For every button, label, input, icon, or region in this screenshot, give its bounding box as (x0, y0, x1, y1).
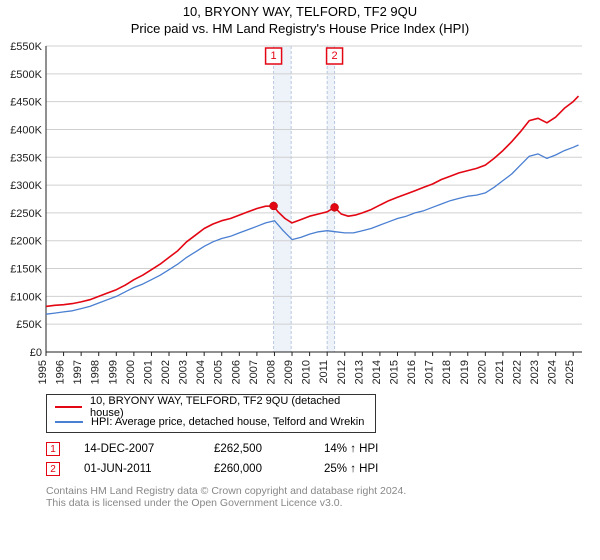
sale-hpi: 25% ↑ HPI (324, 463, 378, 475)
x-tick-label: 2021 (494, 360, 506, 384)
footer: Contains HM Land Registry data © Crown c… (46, 485, 590, 509)
legend-item: HPI: Average price, detached house, Telf… (55, 414, 367, 429)
legend-swatch (55, 406, 82, 408)
y-tick-label: £550K (10, 41, 42, 53)
x-tick-label: 2018 (441, 360, 453, 384)
sale-date: 01-JUN-2011 (84, 463, 214, 475)
x-tick-label: 2009 (283, 360, 295, 384)
x-tick-label: 2007 (248, 360, 260, 384)
legend-swatch (55, 421, 83, 423)
sale-marker-dot (270, 202, 278, 210)
y-tick-label: £300K (10, 180, 42, 192)
legend: 10, BRYONY WAY, TELFORD, TF2 9QU (detach… (46, 394, 376, 433)
x-tick-label: 2016 (406, 360, 418, 384)
x-tick-label: 2015 (388, 360, 400, 384)
sale-price: £262,500 (214, 443, 324, 455)
x-tick-label: 1999 (107, 360, 119, 384)
sale-row: 1 14-DEC-2007£262,50014% ↑ HPI (46, 439, 590, 459)
x-tick-label: 2010 (301, 360, 313, 384)
x-tick-label: 2025 (564, 360, 576, 384)
chart-title: 10, BRYONY WAY, TELFORD, TF2 9QU (0, 0, 600, 19)
sale-band (274, 46, 292, 352)
x-tick-label: 1998 (90, 360, 102, 384)
x-tick-label: 2011 (318, 360, 330, 384)
sale-price: £260,000 (214, 463, 324, 475)
x-tick-label: 2008 (265, 360, 277, 384)
x-tick-label: 2020 (476, 360, 488, 384)
sale-date: 14-DEC-2007 (84, 443, 214, 455)
y-tick-label: £0 (30, 347, 42, 359)
x-tick-label: 2003 (178, 360, 190, 384)
x-tick-label: 2005 (213, 360, 225, 384)
sale-marker-index: 1 (271, 50, 277, 62)
sale-band (327, 46, 334, 352)
x-tick-label: 2017 (424, 360, 436, 384)
y-tick-label: £350K (10, 152, 42, 164)
sale-hpi: 14% ↑ HPI (324, 443, 378, 455)
chart: £0 £50K £100K £150K £200K £250K £300K £350K £400… (0, 40, 600, 390)
y-tick-label: £100K (10, 291, 42, 303)
sale-index-box: 2 (46, 462, 60, 476)
x-tick-label: 2024 (547, 360, 559, 384)
y-tick-label: £50K (16, 319, 42, 331)
chart-subtitle: Price paid vs. HM Land Registry's House … (0, 19, 600, 40)
series-hpi (46, 145, 579, 314)
x-tick-label: 2014 (371, 360, 383, 384)
x-tick-label: 2022 (511, 360, 523, 384)
x-tick-label: 2012 (336, 360, 348, 384)
x-tick-label: 2013 (353, 360, 365, 384)
sale-row: 2 01-JUN-2011£260,00025% ↑ HPI (46, 459, 590, 479)
y-tick-label: £200K (10, 236, 42, 248)
y-tick-label: £400K (10, 124, 42, 136)
sale-index-box: 1 (46, 442, 60, 456)
x-tick-label: 2019 (459, 360, 471, 384)
x-tick-label: 2023 (529, 360, 541, 384)
x-tick-label: 1995 (37, 360, 49, 384)
footer-line-2: This data is licensed under the Open Gov… (46, 497, 590, 509)
x-tick-label: 2006 (230, 360, 242, 384)
y-tick-label: £150K (10, 264, 42, 276)
footer-line-1: Contains HM Land Registry data © Crown c… (46, 485, 590, 497)
y-tick-label: £250K (10, 208, 42, 220)
x-tick-label: 2000 (125, 360, 137, 384)
x-tick-label: 1997 (72, 360, 84, 384)
y-tick-label: £450K (10, 97, 42, 109)
chart-svg: £0 £50K £100K £150K £200K £250K £300K £350K £400… (0, 40, 590, 390)
sales-table: 1 14-DEC-2007£262,50014% ↑ HPI 2 01-JUN-201… (46, 439, 590, 479)
x-tick-label: 2004 (195, 360, 207, 384)
x-tick-label: 1996 (55, 360, 67, 384)
x-tick-label: 2002 (160, 360, 172, 384)
legend-item: 10, BRYONY WAY, TELFORD, TF2 9QU (detach… (55, 399, 367, 414)
series-price_paid (46, 96, 579, 306)
x-tick-label: 2001 (142, 360, 154, 384)
sale-marker-index: 2 (331, 50, 337, 62)
y-tick-label: £500K (10, 69, 42, 81)
legend-label: HPI: Average price, detached house, Telf… (91, 416, 364, 428)
sale-marker-dot (331, 203, 339, 211)
